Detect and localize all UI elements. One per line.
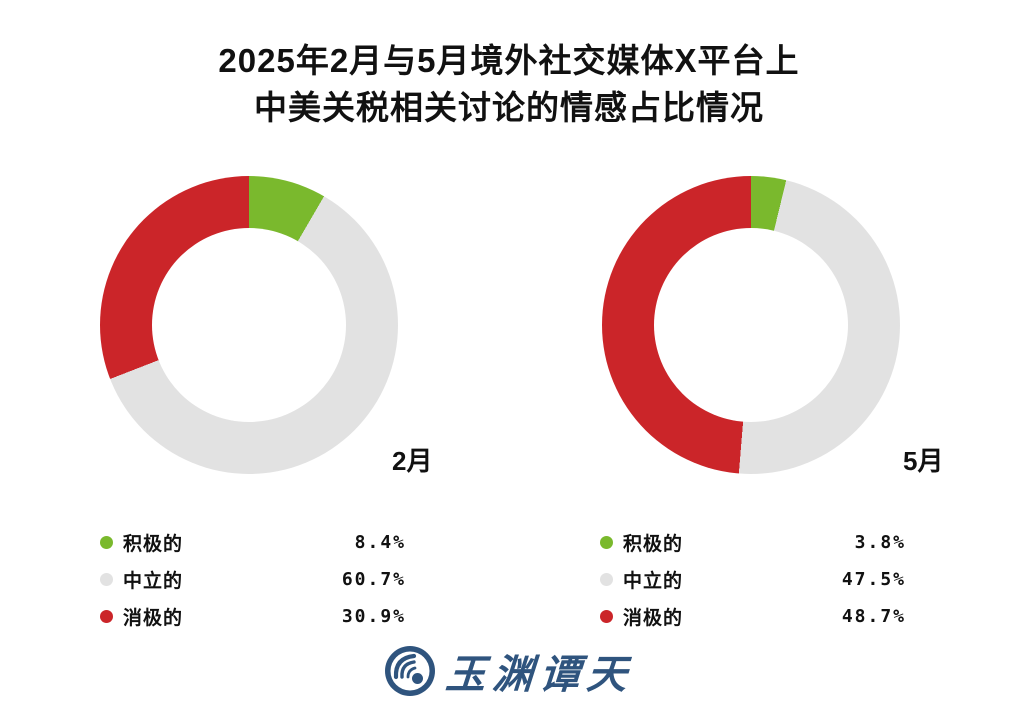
legend-february: 积极的 8.4% 中立的 60.7% 消极的 30.9% (100, 531, 406, 629)
month-label-may: 5月 (903, 446, 944, 476)
donut-hole (654, 228, 848, 422)
legend-label-positive: 积极的 (123, 533, 184, 555)
legend-label-neutral: 中立的 (123, 570, 184, 592)
donut-chart-february (100, 176, 398, 474)
legend-value-negative: 30.9% (341, 605, 406, 627)
brand-name: 玉渊谭天 (444, 651, 636, 698)
legend-label-positive: 积极的 (623, 533, 684, 555)
neutral-dot-icon (600, 572, 613, 586)
neutral-dot-icon (100, 572, 113, 586)
wave-logo-icon (385, 646, 435, 696)
legend-label-negative: 消极的 (623, 607, 684, 629)
legend-item-positive: 积极的 8.4% (100, 531, 406, 555)
legend-value-neutral: 47.5% (841, 568, 906, 590)
positive-dot-icon (600, 535, 613, 549)
legend-value-negative: 48.7% (841, 605, 906, 627)
title-line-2: 中美关税相关讨论的情感占比情况 (254, 88, 764, 126)
negative-dot-icon (600, 609, 613, 623)
donut-hole (152, 228, 346, 422)
legend-item-negative: 消极的 48.7% (600, 605, 906, 629)
legend-label-neutral: 中立的 (623, 570, 684, 592)
legend-item-neutral: 中立的 60.7% (100, 568, 406, 592)
legend-value-positive: 3.8% (854, 531, 906, 553)
negative-dot-icon (100, 609, 113, 623)
donut-chart-may (602, 176, 900, 474)
month-label-february: 2月 (392, 446, 433, 476)
legend-item-neutral: 中立的 47.5% (600, 568, 906, 592)
legend-item-negative: 消极的 30.9% (100, 605, 406, 629)
legend-label-negative: 消极的 (123, 607, 184, 629)
legend-value-neutral: 60.7% (341, 568, 406, 590)
chart-title: 2025年2月与5月境外社交媒体X平台上 中美关税相关讨论的情感占比情况 (0, 38, 1018, 132)
legend-item-positive: 积极的 3.8% (600, 531, 906, 555)
legend-value-positive: 8.4% (354, 531, 406, 553)
legend-may: 积极的 3.8% 中立的 47.5% 消极的 48.7% (600, 531, 906, 629)
brand-logo: 玉渊谭天 (0, 642, 1018, 700)
positive-dot-icon (100, 535, 113, 549)
title-line-1: 2025年2月与5月境外社交媒体X平台上 (218, 42, 800, 79)
